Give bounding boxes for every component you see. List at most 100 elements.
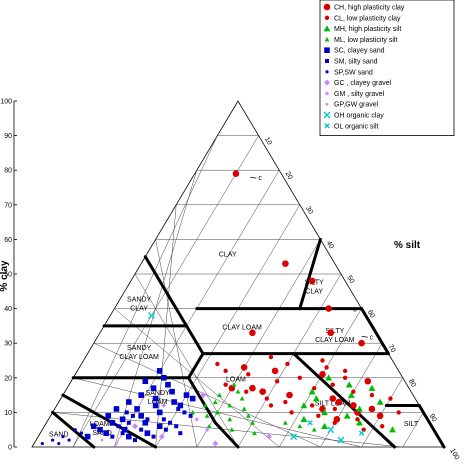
silt-tick-label: 60 bbox=[366, 309, 376, 319]
data-point bbox=[134, 406, 140, 412]
soil-class-labels: CLAYSILTYCLAYSANDYCLAYCLAY LOAMSILTYCLAY… bbox=[49, 252, 419, 439]
legend-marker bbox=[324, 91, 330, 96]
data-point bbox=[161, 417, 166, 422]
data-point bbox=[250, 420, 255, 425]
data-point bbox=[297, 375, 302, 380]
data-point bbox=[152, 402, 159, 409]
data-point bbox=[121, 426, 128, 433]
class-boundary bbox=[51, 410, 96, 449]
data-point bbox=[132, 423, 138, 430]
data-point bbox=[300, 402, 308, 409]
data-point bbox=[330, 382, 335, 387]
data-point bbox=[249, 329, 256, 337]
data-point bbox=[182, 410, 187, 415]
data-point bbox=[110, 434, 115, 439]
legend-marker bbox=[325, 102, 329, 106]
data-point bbox=[120, 431, 125, 436]
series-10 bbox=[147, 312, 345, 444]
data-point bbox=[178, 431, 183, 436]
silt-tick-label: 30 bbox=[304, 205, 314, 215]
data-point bbox=[329, 395, 337, 402]
data-point bbox=[97, 426, 103, 433]
legend-entry: GM , silty gravel bbox=[334, 91, 385, 98]
region-label-silt: SILT bbox=[404, 421, 419, 428]
data-point bbox=[396, 410, 401, 415]
data-point bbox=[105, 413, 112, 419]
silt-tick-label: 50 bbox=[345, 275, 355, 285]
legend-marker bbox=[323, 3, 331, 11]
data-point bbox=[307, 420, 313, 426]
data-point bbox=[311, 427, 317, 432]
data-point bbox=[130, 413, 135, 418]
region-label-loam: LOAM bbox=[226, 376, 246, 383]
data-point bbox=[152, 395, 159, 402]
clay-tick-label: 40 bbox=[4, 306, 12, 313]
legend: CH, high plasticity clay CL, low plastici… bbox=[319, 0, 455, 137]
data-point bbox=[100, 438, 104, 442]
data-point bbox=[151, 434, 156, 439]
data-point bbox=[271, 367, 279, 375]
silt-tick-label: 20 bbox=[283, 171, 293, 181]
class-boundary bbox=[298, 237, 322, 311]
data-point bbox=[79, 431, 84, 435]
data-point bbox=[156, 368, 163, 374]
series-8 bbox=[161, 403, 210, 432]
data-point bbox=[223, 382, 228, 387]
class-boundary bbox=[61, 393, 158, 449]
data-point bbox=[229, 427, 235, 432]
clay-tick-label: 20 bbox=[4, 375, 12, 382]
series-2 bbox=[300, 374, 396, 433]
data-point bbox=[194, 417, 199, 422]
class-boundary bbox=[292, 352, 397, 449]
data-point bbox=[358, 339, 365, 347]
data-point bbox=[283, 399, 288, 405]
region-label-sand: SAND bbox=[49, 432, 68, 439]
class-boundary bbox=[187, 352, 205, 380]
silt-tick-label: 70 bbox=[386, 344, 396, 354]
legend-entry: MH, high plasticity silt bbox=[334, 26, 401, 33]
legend-marker bbox=[325, 59, 329, 63]
data-point bbox=[126, 399, 132, 405]
clay-tick-label: 10 bbox=[4, 410, 12, 417]
data-point bbox=[142, 378, 149, 385]
legend-entry: CH, high plasticity clay bbox=[334, 5, 405, 12]
data-point bbox=[282, 260, 289, 267]
data-point bbox=[321, 422, 328, 429]
data-point bbox=[327, 329, 335, 337]
data-point bbox=[342, 368, 348, 374]
clay-tick-label: 30 bbox=[4, 341, 12, 348]
data-point bbox=[282, 420, 288, 425]
data-point bbox=[244, 389, 249, 394]
data-point bbox=[171, 399, 177, 405]
grid-line-silt bbox=[361, 377, 404, 448]
arrow-label: c bbox=[258, 175, 262, 182]
data-point bbox=[147, 312, 155, 320]
clay-axis: 0 10 20 30 40 50 60 70 80 90 100 bbox=[0, 99, 17, 452]
grid-line-sand bbox=[72, 135, 218, 448]
data-point bbox=[133, 438, 137, 443]
silt-axis-title: % silt bbox=[394, 240, 421, 251]
clay-tick-label: 60 bbox=[4, 237, 12, 244]
data-point bbox=[139, 427, 144, 432]
data-point bbox=[188, 413, 193, 418]
arrow-label: c bbox=[353, 307, 357, 314]
legend-entry: CL, low plasticity clay bbox=[334, 15, 401, 22]
data-point bbox=[232, 170, 240, 177]
data-point bbox=[286, 391, 293, 399]
data-point bbox=[227, 403, 233, 408]
data-point bbox=[40, 441, 44, 446]
region-label-silt-loam: SILT LOAM bbox=[315, 400, 351, 407]
data-points bbox=[40, 170, 401, 447]
legend-box bbox=[319, 0, 455, 137]
data-point bbox=[204, 413, 210, 418]
data-point bbox=[351, 389, 356, 394]
clay-tick-label: 70 bbox=[4, 202, 12, 209]
region-label-sandy-clay: SANDY CLAY bbox=[127, 297, 151, 313]
legend-entry: GP,GW gravel bbox=[334, 102, 379, 109]
data-point bbox=[312, 395, 320, 402]
clay-tick-label: 90 bbox=[4, 133, 12, 140]
data-point bbox=[161, 375, 167, 381]
data-point bbox=[332, 406, 338, 412]
silt-arrows: c c c bbox=[250, 175, 374, 341]
